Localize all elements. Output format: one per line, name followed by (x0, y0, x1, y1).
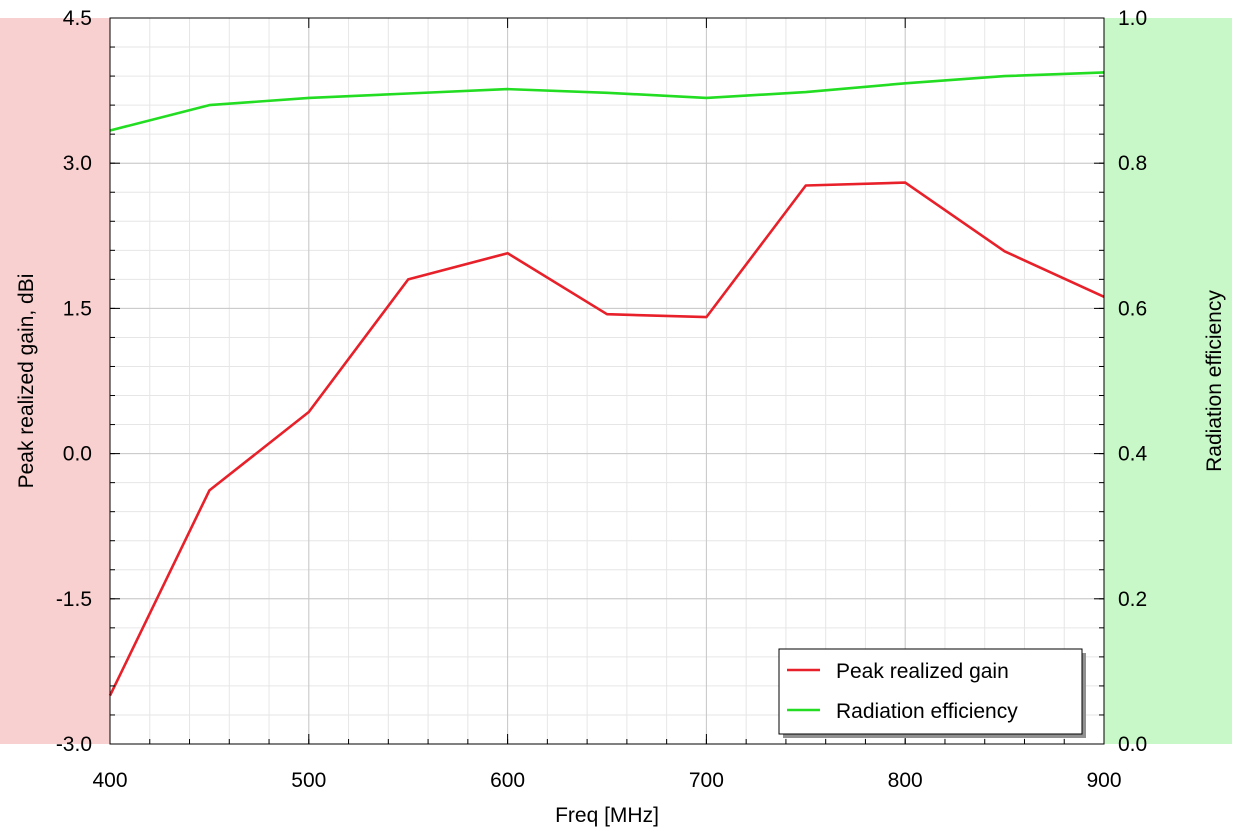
legend-label-radiation-efficiency: Radiation efficiency (836, 700, 1018, 723)
y-left-tick-label: -3.0 (56, 733, 92, 756)
y-left-tick-label: 0.0 (63, 443, 92, 466)
right-axis-band (1104, 18, 1232, 744)
legend: Peak realized gain Radiation efficiency (778, 648, 1086, 738)
left-axis-band (0, 18, 110, 744)
y-left-tick-label: 3.0 (63, 152, 92, 175)
tick-labels: 400 500 600 700 800 900 -3.0 -1.5 0.0 1.5 3.0 4.5 0.… (56, 7, 1148, 792)
y-axis-label-left: Peak realized gain, dBi (15, 274, 38, 489)
legend-box (778, 648, 1083, 735)
x-tick-label: 800 (888, 769, 923, 792)
y-right-tick-label: 0.2 (1118, 588, 1147, 611)
y-right-tick-label: 0.6 (1118, 297, 1147, 320)
series-line-radiation-efficiency (109, 71, 1105, 132)
x-axis-label: Freq [MHz] (555, 804, 659, 827)
y-axis-label-right: Radiation efficiency (1203, 290, 1226, 472)
axis-ticks (109, 17, 1105, 745)
y-right-tick-label: 0.0 (1118, 733, 1147, 756)
x-tick-label: 600 (490, 769, 525, 792)
y-left-tick-label: 4.5 (63, 7, 92, 30)
x-tick-label: 500 (291, 769, 326, 792)
y-left-tick-label: 1.5 (63, 297, 92, 320)
x-tick-label: 900 (1086, 769, 1121, 792)
plot-frame (109, 17, 1105, 745)
y-left-tick-label: -1.5 (56, 588, 92, 611)
x-tick-label: 700 (689, 769, 724, 792)
series-layer (108, 71, 1105, 697)
y-right-tick-label: 0.4 (1118, 443, 1148, 466)
series-line-peak-realized-gain (108, 181, 1105, 697)
y-right-tick-label: 0.8 (1118, 152, 1147, 175)
x-tick-label: 400 (92, 769, 127, 792)
y-right-tick-label: 1.0 (1118, 7, 1147, 30)
legend-label-peak-realized-gain: Peak realized gain (836, 660, 1009, 683)
plot-area (110, 18, 1104, 744)
